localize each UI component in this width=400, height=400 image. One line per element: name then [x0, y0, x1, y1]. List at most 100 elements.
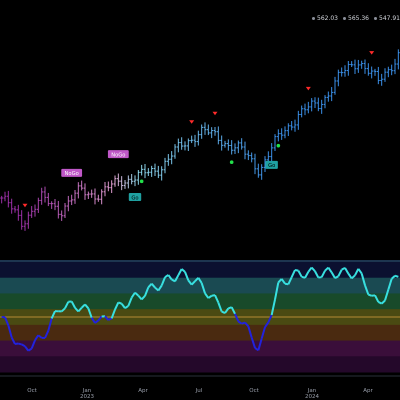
price-bar [213, 126, 217, 136]
ohlc-readout: 562.03 565.36 547.91 [312, 15, 400, 22]
price-bar [390, 64, 394, 76]
oscillator-band [0, 356, 400, 373]
oscillator-segment [267, 314, 273, 323]
oscillator-segment [364, 284, 370, 295]
oscillator-segment [314, 270, 320, 279]
oscillator-segment [337, 269, 343, 277]
x-tick-label: Jul [195, 388, 203, 394]
price-bar [33, 204, 37, 217]
price-bar [100, 189, 104, 205]
oscillator-segment [224, 307, 230, 314]
price-bar [176, 138, 180, 153]
oscillator-segment [70, 300, 76, 309]
price-bar [23, 220, 27, 231]
price-bar [16, 204, 20, 221]
price-bar [123, 179, 127, 189]
high-dot-icon [343, 17, 346, 20]
down-arrow-icon [22, 203, 28, 208]
oscillator-segment [387, 278, 393, 290]
oscillator-segment [377, 301, 383, 305]
price-bar [173, 144, 177, 159]
price-bar [273, 134, 277, 151]
price-bar [330, 87, 334, 102]
x-year-label: 2024 [305, 394, 319, 400]
oscillator-segment [184, 271, 190, 281]
oscillator-segment [167, 274, 173, 281]
oscillator-segment [384, 289, 390, 301]
oscillator-segment [110, 309, 116, 319]
price-bar [296, 110, 300, 130]
price-bar [216, 126, 220, 145]
price-bar [243, 141, 247, 160]
down-arrow-icon [189, 120, 195, 124]
down-arrow-icon [305, 86, 311, 91]
oscillator-segment [310, 266, 316, 272]
oscillator-segment [107, 317, 113, 321]
signal-label-box [265, 160, 278, 169]
oscillator-segment [390, 274, 396, 280]
oscillator-segment [10, 336, 16, 345]
price-bar [186, 138, 190, 152]
oscillator-band [0, 340, 400, 357]
high-value-group: 565.36 [343, 15, 369, 22]
price-bar [333, 76, 337, 95]
oscillator-segment [247, 326, 253, 338]
oscillator-segment [18, 342, 22, 346]
oscillator-segment [264, 321, 270, 328]
x-tick-label: Apr [363, 388, 373, 394]
x-year-label: 2023 [80, 394, 94, 400]
open-value-group: 562.03 [312, 15, 338, 22]
signal-label-box [61, 168, 83, 177]
price-bar [136, 170, 140, 185]
signal-label: Go [128, 193, 142, 202]
oscillator-segment [260, 326, 266, 339]
open-value: 562.03 [317, 15, 338, 22]
signal-label-box [128, 193, 142, 202]
oscillator-band [0, 262, 400, 279]
oscillator-segment [127, 297, 133, 307]
price-bar [360, 60, 364, 69]
oscillator-segment [177, 268, 183, 276]
oscillator-segment [380, 299, 386, 305]
price-bar [26, 211, 30, 229]
price-bar [106, 181, 110, 192]
price-bar [196, 130, 200, 146]
oscillator-segment [270, 299, 276, 316]
price-bar [223, 140, 227, 148]
price-bar [13, 205, 17, 213]
oscillator-segment [394, 274, 399, 278]
price-bar [10, 198, 14, 214]
oscillator-segment [360, 273, 366, 286]
price-bar [183, 141, 187, 151]
oscillator-segment [217, 302, 223, 312]
oscillator-segment [157, 285, 163, 292]
price-bar [210, 127, 214, 139]
x-tick-label: Jan [307, 388, 317, 394]
price-bar [146, 168, 150, 177]
price-bar [230, 140, 234, 155]
price-bar [393, 58, 397, 75]
price-bar [346, 61, 350, 76]
oscillator-segment [44, 330, 50, 339]
low-dot-icon [374, 17, 377, 20]
price-bar [116, 173, 120, 187]
oscillator-segment [7, 324, 13, 338]
price-bar [310, 98, 314, 112]
oscillator-segment [150, 283, 156, 289]
oscillator-segment [320, 270, 326, 278]
price-bar [166, 154, 170, 166]
price-bar [280, 128, 284, 140]
price-bar [316, 97, 320, 112]
price-bar [90, 189, 94, 198]
oscillator-segment [287, 276, 293, 285]
x-tick-label: Apr [138, 388, 148, 394]
price-bar [326, 91, 330, 102]
price-bar [3, 191, 7, 202]
oscillator-segment [174, 274, 180, 282]
low-value: 547.91 [379, 15, 400, 22]
price-bar [343, 65, 347, 77]
go-dot-icon [229, 160, 234, 165]
oscillator-segment [4, 316, 10, 326]
price-bar [163, 157, 167, 174]
